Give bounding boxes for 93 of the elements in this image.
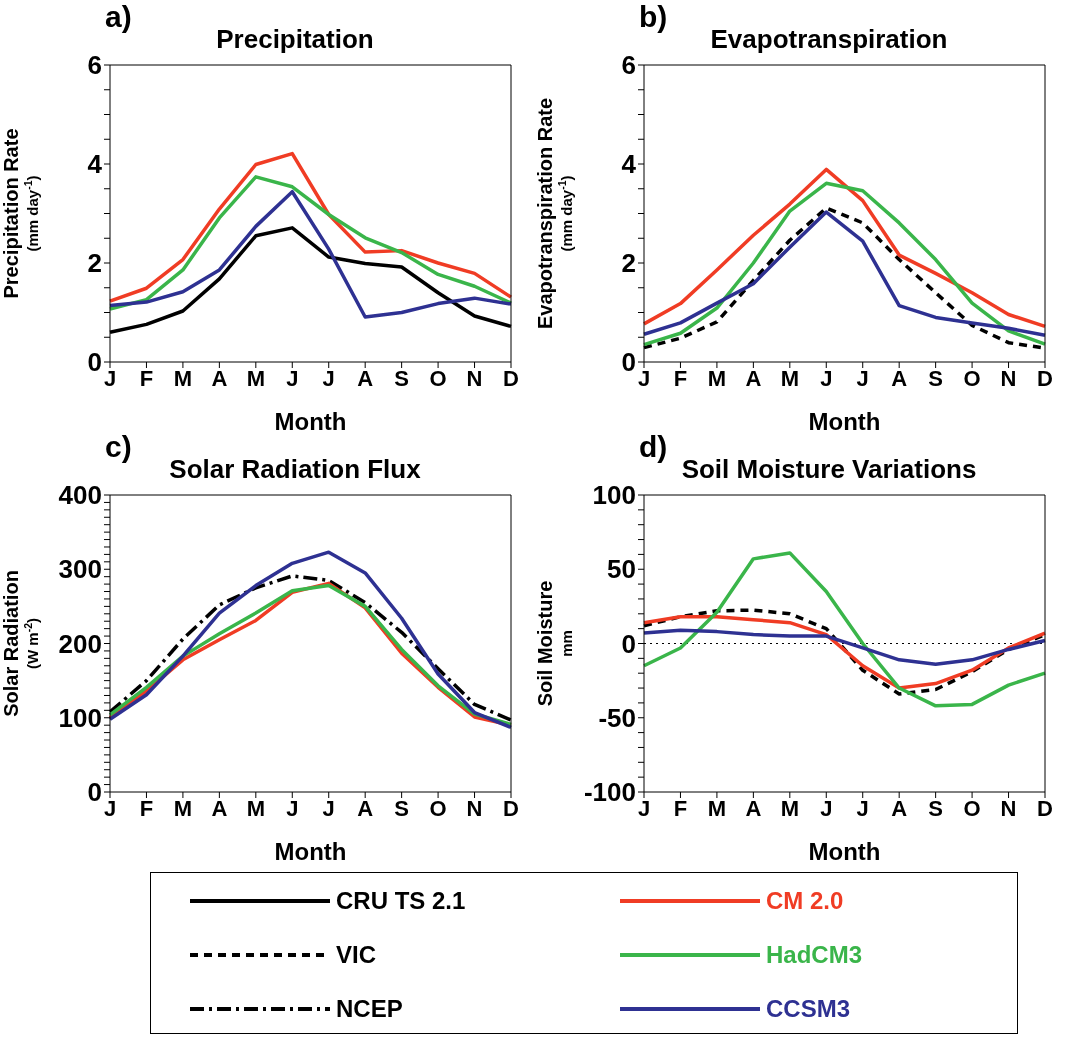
x-tick-label: O: [429, 365, 447, 391]
x-tick-label: N: [1000, 365, 1017, 391]
x-tick-label: A: [891, 795, 908, 821]
y-tick-label: 50: [607, 554, 636, 585]
y-tick-label: -100: [583, 777, 636, 808]
text: CCSM3: [766, 995, 851, 1023]
x-tick-label: J: [856, 365, 869, 391]
y-tick-label: 0: [87, 777, 102, 808]
y-tick-label: 4: [87, 149, 103, 180]
x-tick-label: J: [637, 365, 651, 391]
x-tick-label: A: [211, 795, 228, 821]
x-tick-label: J: [856, 795, 869, 821]
x-tick-label: N: [466, 365, 483, 391]
x-tick-label: F: [139, 365, 154, 391]
x-tick-label: A: [357, 795, 374, 821]
x-tick-label: J: [286, 365, 299, 391]
x-tick-label: J: [322, 365, 335, 391]
x-tick-label: D: [503, 365, 519, 391]
x-tick-label: M: [780, 365, 799, 391]
x-tick-label: D: [503, 795, 519, 821]
x-tick-label: F: [673, 795, 688, 821]
y-tick-label: 0: [87, 347, 102, 378]
y-tick-label: -50: [598, 702, 636, 733]
x-tick-label: J: [322, 795, 335, 821]
x-tick-label: M: [246, 795, 265, 821]
x-tick-label: M: [246, 365, 265, 391]
x-tick-label: S: [928, 365, 943, 391]
text: c): [105, 430, 132, 464]
y-tick-label: 300: [58, 554, 102, 585]
x-tick-label: J: [637, 795, 651, 821]
x-tick-label: M: [780, 795, 799, 821]
line-series: [642, 551, 1047, 708]
line-series: [642, 628, 1047, 667]
x-axis-title: Month: [274, 408, 347, 435]
text: CM 2.0: [766, 887, 844, 915]
x-tick-label: J: [103, 795, 117, 821]
y-tick-label: 4: [621, 149, 637, 180]
x-tick-label: D: [1037, 365, 1053, 391]
y-tick-label: 2: [621, 248, 636, 279]
x-tick-label: J: [820, 795, 833, 821]
x-tick-label: N: [1000, 795, 1017, 821]
chart-title: Evapotranspiration: [710, 24, 948, 54]
text: NCEP: [336, 995, 403, 1023]
x-axis-title: Month: [274, 838, 347, 865]
x-tick-label: N: [466, 795, 483, 821]
x-tick-label: J: [103, 365, 117, 391]
y-tick-label: 200: [58, 628, 102, 659]
chart-title: Solar Radiation Flux: [169, 454, 421, 484]
x-tick-label: S: [928, 795, 943, 821]
x-tick-label: A: [211, 365, 228, 391]
x-tick-label: O: [963, 795, 981, 821]
chart-title: Soil Moisture Variations: [681, 454, 977, 484]
x-tick-label: M: [173, 365, 193, 391]
x-tick-label: A: [745, 365, 762, 391]
x-tick-label: J: [820, 365, 833, 391]
y-axis-title: Soil Moisture mm: [534, 580, 575, 707]
x-tick-label: M: [707, 795, 727, 821]
x-tick-label: O: [963, 365, 981, 391]
x-tick-label: F: [673, 365, 688, 391]
text: VIC: [336, 941, 377, 969]
x-tick-label: S: [394, 365, 409, 391]
line-series: [108, 189, 513, 319]
x-tick-label: A: [745, 795, 762, 821]
line-series: [108, 175, 513, 311]
x-tick-label: O: [429, 795, 447, 821]
y-tick-label: 0: [621, 628, 636, 659]
line-series: [642, 181, 1047, 347]
line-series: [108, 151, 513, 303]
x-tick-label: S: [394, 795, 409, 821]
x-axis-title: Month: [808, 408, 881, 435]
x-tick-label: M: [173, 795, 193, 821]
x-tick-label: A: [891, 365, 908, 391]
x-tick-label: D: [1037, 795, 1053, 821]
x-tick-label: A: [357, 365, 374, 391]
y-tick-label: 6: [87, 50, 102, 81]
y-tick-label: 100: [58, 702, 102, 733]
y-tick-label: 2: [87, 248, 102, 279]
text: d): [639, 430, 668, 464]
y-tick-label: 0: [621, 347, 636, 378]
line-series: [108, 550, 513, 730]
text: b): [639, 0, 668, 34]
x-tick-label: M: [707, 365, 727, 391]
x-tick-label: J: [286, 795, 299, 821]
text: a): [105, 0, 132, 34]
y-tick-label: 400: [58, 480, 102, 511]
x-axis-title: Month: [808, 838, 881, 865]
chart-title: Precipitation: [216, 24, 374, 54]
text: HadCM3: [766, 941, 863, 969]
line-series: [642, 167, 1047, 329]
text: CRU TS 2.1: [336, 887, 466, 915]
y-tick-label: 100: [592, 480, 636, 511]
x-tick-label: F: [139, 795, 154, 821]
y-tick-label: 6: [621, 50, 636, 81]
